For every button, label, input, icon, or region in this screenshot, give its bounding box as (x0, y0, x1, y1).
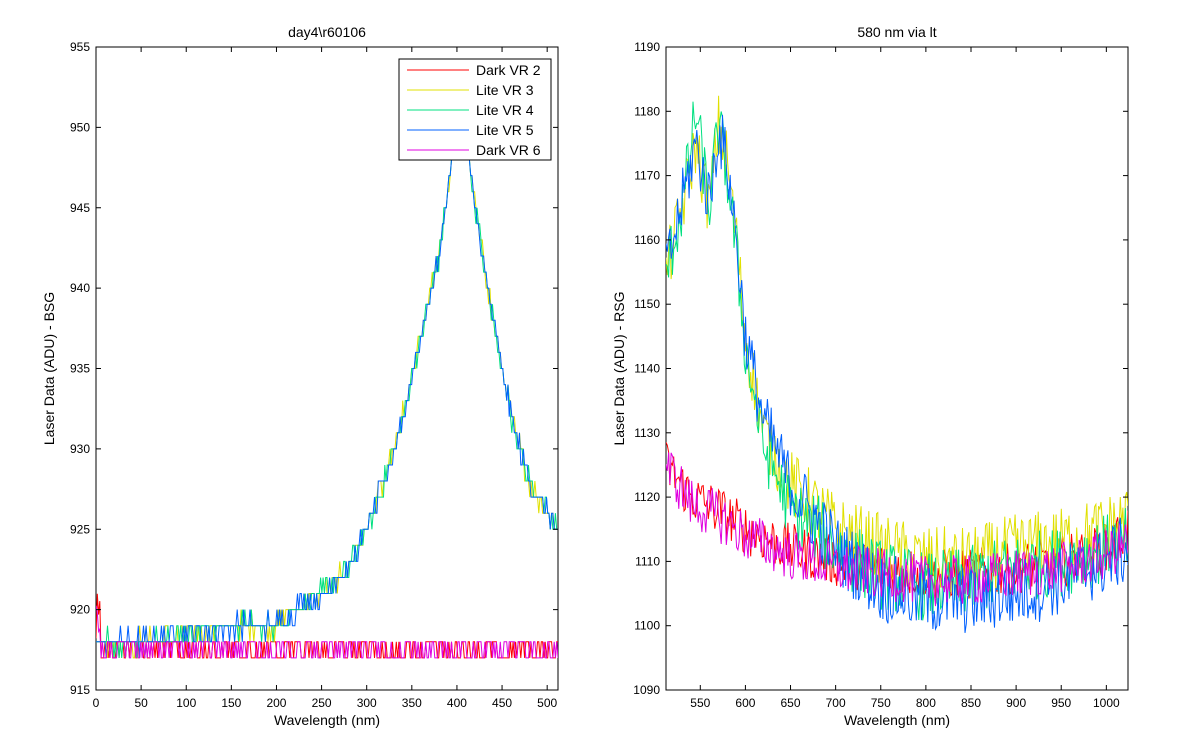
legend-label-1: Dark VR 2 (476, 62, 541, 78)
right-series-group (666, 95, 1128, 633)
right-chart: 550 600 650 700 750 800 850 900 950 1000 1090 1100 1… (611, 24, 1129, 728)
legend-label-4: Lite VR 5 (476, 122, 534, 138)
right-y-tick-label: 1190 (634, 40, 660, 54)
right-x-tick-label: 600 (735, 696, 755, 710)
right-x-tick-label: 850 (961, 696, 981, 710)
left-series-group (96, 110, 558, 659)
right-y-tick-label: 1160 (634, 233, 660, 247)
left-x-tick-label: 150 (221, 696, 241, 710)
left-y-tick-label: 950 (70, 120, 90, 134)
left-chart: 0 50 100 150 200 250 300 350 400 450 500 915 920 925 9… (41, 24, 559, 728)
right-x-tick-label: 900 (1006, 696, 1026, 710)
right-y-tick-label: 1090 (633, 683, 660, 697)
legend: Dark VR 2 Lite VR 3 Lite VR 4 Lite VR 5 Dark… (398, 58, 552, 161)
right-x-tick-label: 650 (781, 696, 801, 710)
right-x-axis-label: Wavelength (nm) (844, 712, 950, 728)
left-y-tick-label: 930 (70, 442, 90, 456)
right-x-tick-label: 800 (916, 696, 936, 710)
right-x-tick-label: 950 (1051, 696, 1071, 710)
legend-label-5: Dark VR 6 (476, 142, 541, 158)
right-x-tick-label: 700 (826, 696, 846, 710)
left-x-tick-label: 50 (134, 696, 148, 710)
left-chart-title: day4\r60106 (288, 24, 366, 40)
left-y-tick-label: 935 (70, 362, 90, 376)
left-series-line-5 (96, 605, 558, 659)
left-x-tick-label: 500 (537, 696, 557, 710)
left-x-axis-label: Wavelength (nm) (274, 712, 380, 728)
right-x-tick-label: 1000 (1093, 696, 1120, 710)
left-x-tick-label: 0 (93, 696, 100, 710)
right-plot-area (665, 46, 1129, 691)
left-x-tick-label: 250 (312, 696, 332, 710)
right-y-tick-label: 1150 (634, 297, 660, 311)
right-y-tick-label: 1170 (634, 169, 660, 183)
left-x-tick-label: 200 (266, 696, 286, 710)
right-y-tick-label: 1180 (634, 104, 660, 118)
left-y-tick-label: 940 (70, 281, 90, 295)
right-y-tick-label: 1140 (634, 362, 660, 376)
right-y-tick-label: 1130 (634, 426, 660, 440)
left-x-tick-label: 300 (357, 696, 377, 710)
left-y-tick-label: 945 (70, 201, 90, 215)
left-y-tick-label: 925 (70, 522, 90, 536)
left-y-axis-label: Laser Data (ADU) - BSG (41, 292, 57, 445)
left-y-tick-label: 955 (70, 40, 90, 54)
right-y-tick-label: 1100 (634, 619, 660, 633)
left-x-tick-label: 400 (447, 696, 467, 710)
left-x-tick-label: 100 (176, 696, 196, 710)
left-series-line-4 (96, 111, 558, 658)
legend-label-3: Lite VR 4 (476, 102, 534, 118)
right-y-tick-label: 1120 (634, 490, 660, 504)
left-x-tick-label: 450 (492, 696, 512, 710)
right-x-tick-label: 750 (871, 696, 891, 710)
right-chart-title: 580 nm via lt (857, 24, 936, 40)
left-x-tick-label: 350 (402, 696, 422, 710)
legend-label-2: Lite VR 3 (476, 82, 534, 98)
right-y-axis-label: Laser Data (ADU) - RSG (611, 291, 627, 445)
left-y-tick-label: 915 (70, 683, 90, 697)
right-series-line-4 (666, 114, 1128, 633)
right-series-line-5 (666, 452, 1128, 607)
right-y-tick-label: 1110 (635, 554, 660, 568)
left-y-tick-label: 920 (70, 603, 90, 617)
right-x-tick-label: 550 (690, 696, 710, 710)
